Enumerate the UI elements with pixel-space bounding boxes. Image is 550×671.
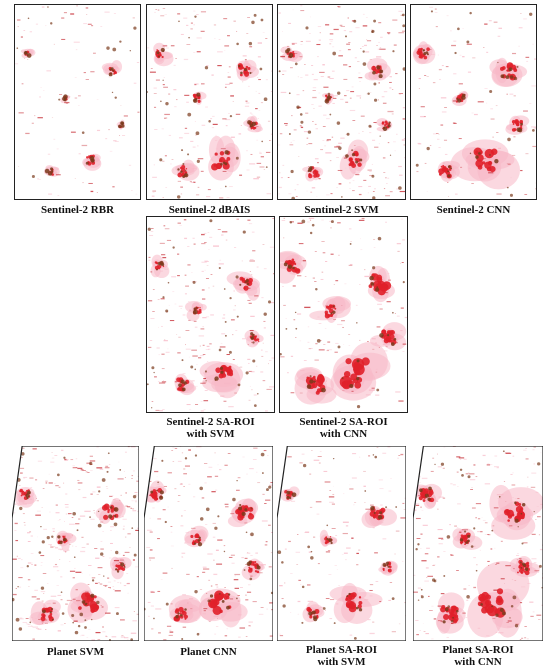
caption-line: Sentinel-2 SA-ROI	[299, 416, 388, 428]
caption-planet-svm: Planet SVM	[12, 646, 139, 658]
panel-sentinel2-saroi-svm	[146, 216, 275, 413]
caption-sentinel2-svm: Sentinel-2 SVM	[277, 204, 406, 216]
burn-map	[277, 446, 406, 641]
panel-planet-saroi-svm	[277, 446, 406, 641]
caption-line: with SVM	[317, 656, 366, 668]
caption-line: Planet SA-ROI	[442, 644, 514, 656]
caption-line: Sentinel-2 dBAIS	[168, 204, 251, 216]
panel-sentinel2-cnn	[410, 4, 537, 200]
panel-sentinel2-svm	[277, 4, 406, 200]
caption-line: Planet SVM	[46, 646, 105, 658]
caption-sentinel2-dbais: Sentinel-2 dBAIS	[146, 204, 273, 216]
burn-map	[413, 446, 543, 641]
caption-sentinel2-cnn: Sentinel-2 CNN	[410, 204, 537, 216]
burn-map	[144, 446, 273, 641]
caption-line: with CNN	[454, 656, 502, 668]
burn-map	[280, 217, 407, 412]
caption-sentinel2-saroi-cnn: Sentinel-2 SA-ROI with CNN	[270, 416, 417, 440]
burn-map	[147, 217, 274, 412]
burn-map	[278, 5, 405, 199]
panel-planet-saroi-cnn	[413, 446, 543, 641]
panel-sentinel2-rbr	[14, 4, 141, 200]
burn-map	[15, 5, 140, 196]
caption-line: with SVM	[186, 428, 235, 440]
caption-line: Planet SA-ROI	[305, 644, 378, 656]
burn-map	[147, 6, 272, 199]
caption-planet-saroi-svm: Planet SA-ROI with SVM	[277, 644, 406, 668]
caption-line: Sentinel-2 SA-ROI	[166, 416, 255, 428]
burn-map	[412, 6, 536, 197]
caption-line: Sentinel-2 SVM	[304, 204, 379, 216]
panel-planet-svm	[12, 446, 139, 641]
caption-sentinel2-saroi-svm: Sentinel-2 SA-ROI with SVM	[140, 416, 281, 440]
caption-planet-saroi-cnn: Planet SA-ROI with CNN	[410, 644, 546, 668]
caption-line: with CNN	[319, 428, 368, 440]
panel-sentinel2-dbais	[146, 4, 273, 200]
panel-sentinel2-saroi-cnn	[279, 216, 408, 413]
caption-line: Planet CNN	[180, 646, 237, 658]
panel-planet-cnn	[144, 446, 273, 641]
caption-line: Sentinel-2 CNN	[436, 204, 511, 216]
caption-sentinel2-rbr: Sentinel-2 RBR	[14, 204, 141, 216]
caption-line: Sentinel-2 RBR	[40, 204, 115, 216]
caption-planet-cnn: Planet CNN	[144, 646, 273, 658]
burn-map	[12, 446, 139, 641]
